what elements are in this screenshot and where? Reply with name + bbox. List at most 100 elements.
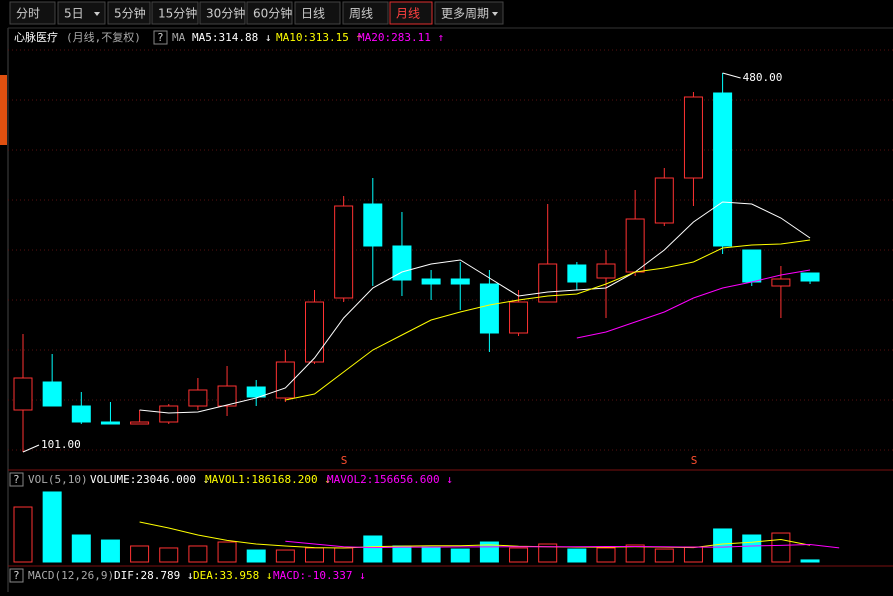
tab-label[interactable]: 月线 xyxy=(396,7,420,21)
tab-label[interactable]: 5日 xyxy=(64,7,84,21)
tab[interactable] xyxy=(9,1,56,25)
volume-bar xyxy=(596,547,616,563)
volume-bar xyxy=(538,543,558,563)
candle-body xyxy=(742,249,762,283)
candle-body xyxy=(159,405,179,423)
tab[interactable] xyxy=(294,1,341,25)
candle-body xyxy=(713,92,733,247)
help[interactable]: ? xyxy=(157,31,164,44)
volume-bar xyxy=(217,541,237,563)
candle-body xyxy=(334,205,354,299)
tab[interactable] xyxy=(107,1,151,25)
ma-line xyxy=(576,269,811,339)
candle-body xyxy=(567,264,587,283)
tab-label[interactable]: 更多周期 xyxy=(441,7,489,21)
annotation-arrow xyxy=(22,444,40,453)
volume-bar xyxy=(275,549,295,563)
mavol-label: MAVOL2:156656.600 ↓ xyxy=(327,473,453,486)
annotation-label: 480.00 xyxy=(743,71,783,84)
tab[interactable] xyxy=(199,1,246,25)
help-box[interactable] xyxy=(9,568,24,583)
candle-body xyxy=(305,301,324,363)
volume-bar xyxy=(771,532,791,563)
volume-bar xyxy=(71,534,91,563)
volume-bar xyxy=(363,535,383,563)
volume-bar xyxy=(334,547,354,563)
dropdown-arrow[interactable] xyxy=(492,12,498,16)
volume-bar xyxy=(392,545,412,563)
candle-body xyxy=(246,386,266,398)
tab-label[interactable]: 60分钟 xyxy=(253,6,292,21)
macd-label: DIF:28.789 ↓ xyxy=(114,569,193,582)
candle-body xyxy=(625,218,645,273)
stock-name: 心脉医疗 xyxy=(14,30,58,44)
tab[interactable] xyxy=(389,1,433,25)
candle-body xyxy=(596,263,616,279)
candle-body xyxy=(683,96,703,179)
candle-body xyxy=(450,278,470,285)
ma-label: MA20:283.11 ↑ xyxy=(358,31,444,44)
dropdown-arrow[interactable] xyxy=(94,12,100,16)
tab-label[interactable]: 5分钟 xyxy=(114,6,146,21)
candle-body xyxy=(188,389,208,407)
period: (月线,不复权) xyxy=(66,30,141,44)
mavol-line xyxy=(285,540,840,549)
volume-bar xyxy=(742,534,762,563)
tab[interactable] xyxy=(342,1,389,25)
volume-bar xyxy=(713,528,733,563)
side-marker xyxy=(0,75,7,145)
indicator: MACD(12,26,9) xyxy=(28,569,114,582)
candle-body xyxy=(800,272,820,282)
tab[interactable] xyxy=(151,1,199,25)
volume-bar xyxy=(305,547,324,563)
candle-body xyxy=(13,377,33,411)
candle-body xyxy=(771,278,791,287)
volume-bar xyxy=(800,559,820,563)
help[interactable]: ? xyxy=(13,569,20,582)
candle-body xyxy=(130,421,150,425)
tab-label[interactable]: 周线 xyxy=(349,7,373,21)
tab-label[interactable]: 分时 xyxy=(16,7,40,21)
volume-bar xyxy=(188,545,208,563)
candle-body xyxy=(421,278,441,285)
volume-label: VOLUME:23046.000 ↓ xyxy=(90,473,209,486)
tab[interactable] xyxy=(246,1,293,25)
help-box[interactable] xyxy=(9,472,24,487)
volume-bar xyxy=(13,506,33,563)
annotation-arrow xyxy=(722,72,741,79)
annotation-label: 101.00 xyxy=(41,438,81,451)
candle-body xyxy=(509,301,529,334)
ma-line xyxy=(139,201,811,414)
help-box[interactable] xyxy=(153,30,168,45)
tab-label[interactable]: 15分钟 xyxy=(158,6,197,21)
tab[interactable] xyxy=(434,1,504,25)
volume-bar xyxy=(42,491,62,563)
candle-body xyxy=(363,203,383,247)
volume-bar xyxy=(421,546,441,563)
help[interactable]: ? xyxy=(13,473,20,486)
candle-body xyxy=(392,245,412,281)
volume-bar xyxy=(654,548,674,563)
indicator: VOL(5,10) xyxy=(28,473,88,486)
volume-bar xyxy=(159,547,179,563)
candle-body xyxy=(42,381,62,407)
volume-bar xyxy=(567,548,587,563)
tab-label[interactable]: 日线 xyxy=(301,7,325,21)
tab-label[interactable]: 30分钟 xyxy=(206,6,245,21)
volume-bar xyxy=(450,548,470,563)
volume-bar xyxy=(683,546,703,563)
candle-body xyxy=(100,421,120,425)
candle-body xyxy=(217,385,237,407)
volume-bar xyxy=(100,539,120,563)
volume-bar xyxy=(130,545,150,563)
tab[interactable] xyxy=(57,1,106,25)
candle-body xyxy=(71,405,91,423)
signal: S xyxy=(691,454,698,467)
candle-body xyxy=(275,361,295,399)
mavol-label: MAVOL1:186168.200 ↓ xyxy=(205,473,331,486)
volume-bar xyxy=(509,547,529,563)
candle-body xyxy=(479,283,499,334)
